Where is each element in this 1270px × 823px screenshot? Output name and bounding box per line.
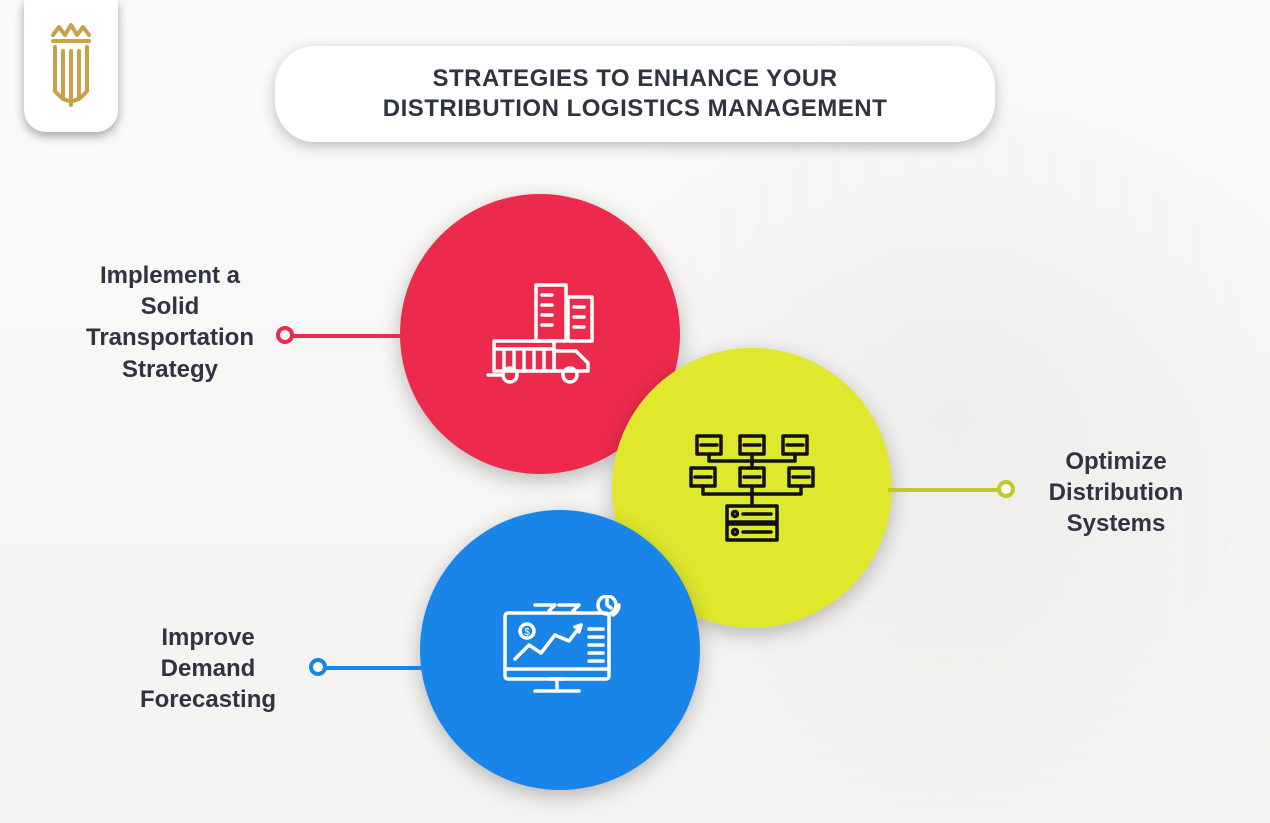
connector-dot-forecasting — [309, 658, 327, 676]
connector-forecasting — [318, 666, 424, 670]
label-transportation-l4: Strategy — [60, 354, 280, 385]
strategy-circle-demand-forecasting: $ — [420, 510, 700, 790]
svg-text:$: $ — [524, 627, 530, 638]
label-demand-forecasting: Improve Demand Forecasting — [108, 622, 308, 716]
label-transportation-l1: Implement a — [60, 260, 280, 291]
label-transportation-l2: Solid — [60, 291, 280, 322]
label-forecast-l3: Forecasting — [108, 684, 308, 715]
connector-dot-distribution — [997, 480, 1015, 498]
label-transportation-l3: Transportation — [60, 322, 280, 353]
truck-buildings-icon — [480, 279, 600, 389]
brand-logo-badge — [24, 0, 118, 132]
title-line1: STRATEGIES TO ENHANCE YOUR — [315, 64, 955, 94]
crown-lion-logo-icon — [41, 21, 101, 111]
label-forecast-l2: Demand — [108, 653, 308, 684]
label-distribution-l2: Distribution — [1016, 477, 1216, 508]
title-pill: STRATEGIES TO ENHANCE YOUR DISTRIBUTION … — [275, 46, 995, 142]
label-forecast-l1: Improve — [108, 622, 308, 653]
connector-distribution — [888, 488, 1006, 492]
label-transportation: Implement a Solid Transportation Strateg… — [60, 260, 280, 385]
connector-transportation — [285, 334, 404, 338]
label-distribution-systems: Optimize Distribution Systems — [1016, 446, 1216, 540]
label-distribution-l3: Systems — [1016, 508, 1216, 539]
label-distribution-l1: Optimize — [1016, 446, 1216, 477]
forecast-monitor-icon: $ — [495, 595, 625, 705]
title-line2: DISTRIBUTION LOGISTICS MANAGEMENT — [315, 94, 955, 124]
network-servers-icon — [687, 428, 817, 548]
